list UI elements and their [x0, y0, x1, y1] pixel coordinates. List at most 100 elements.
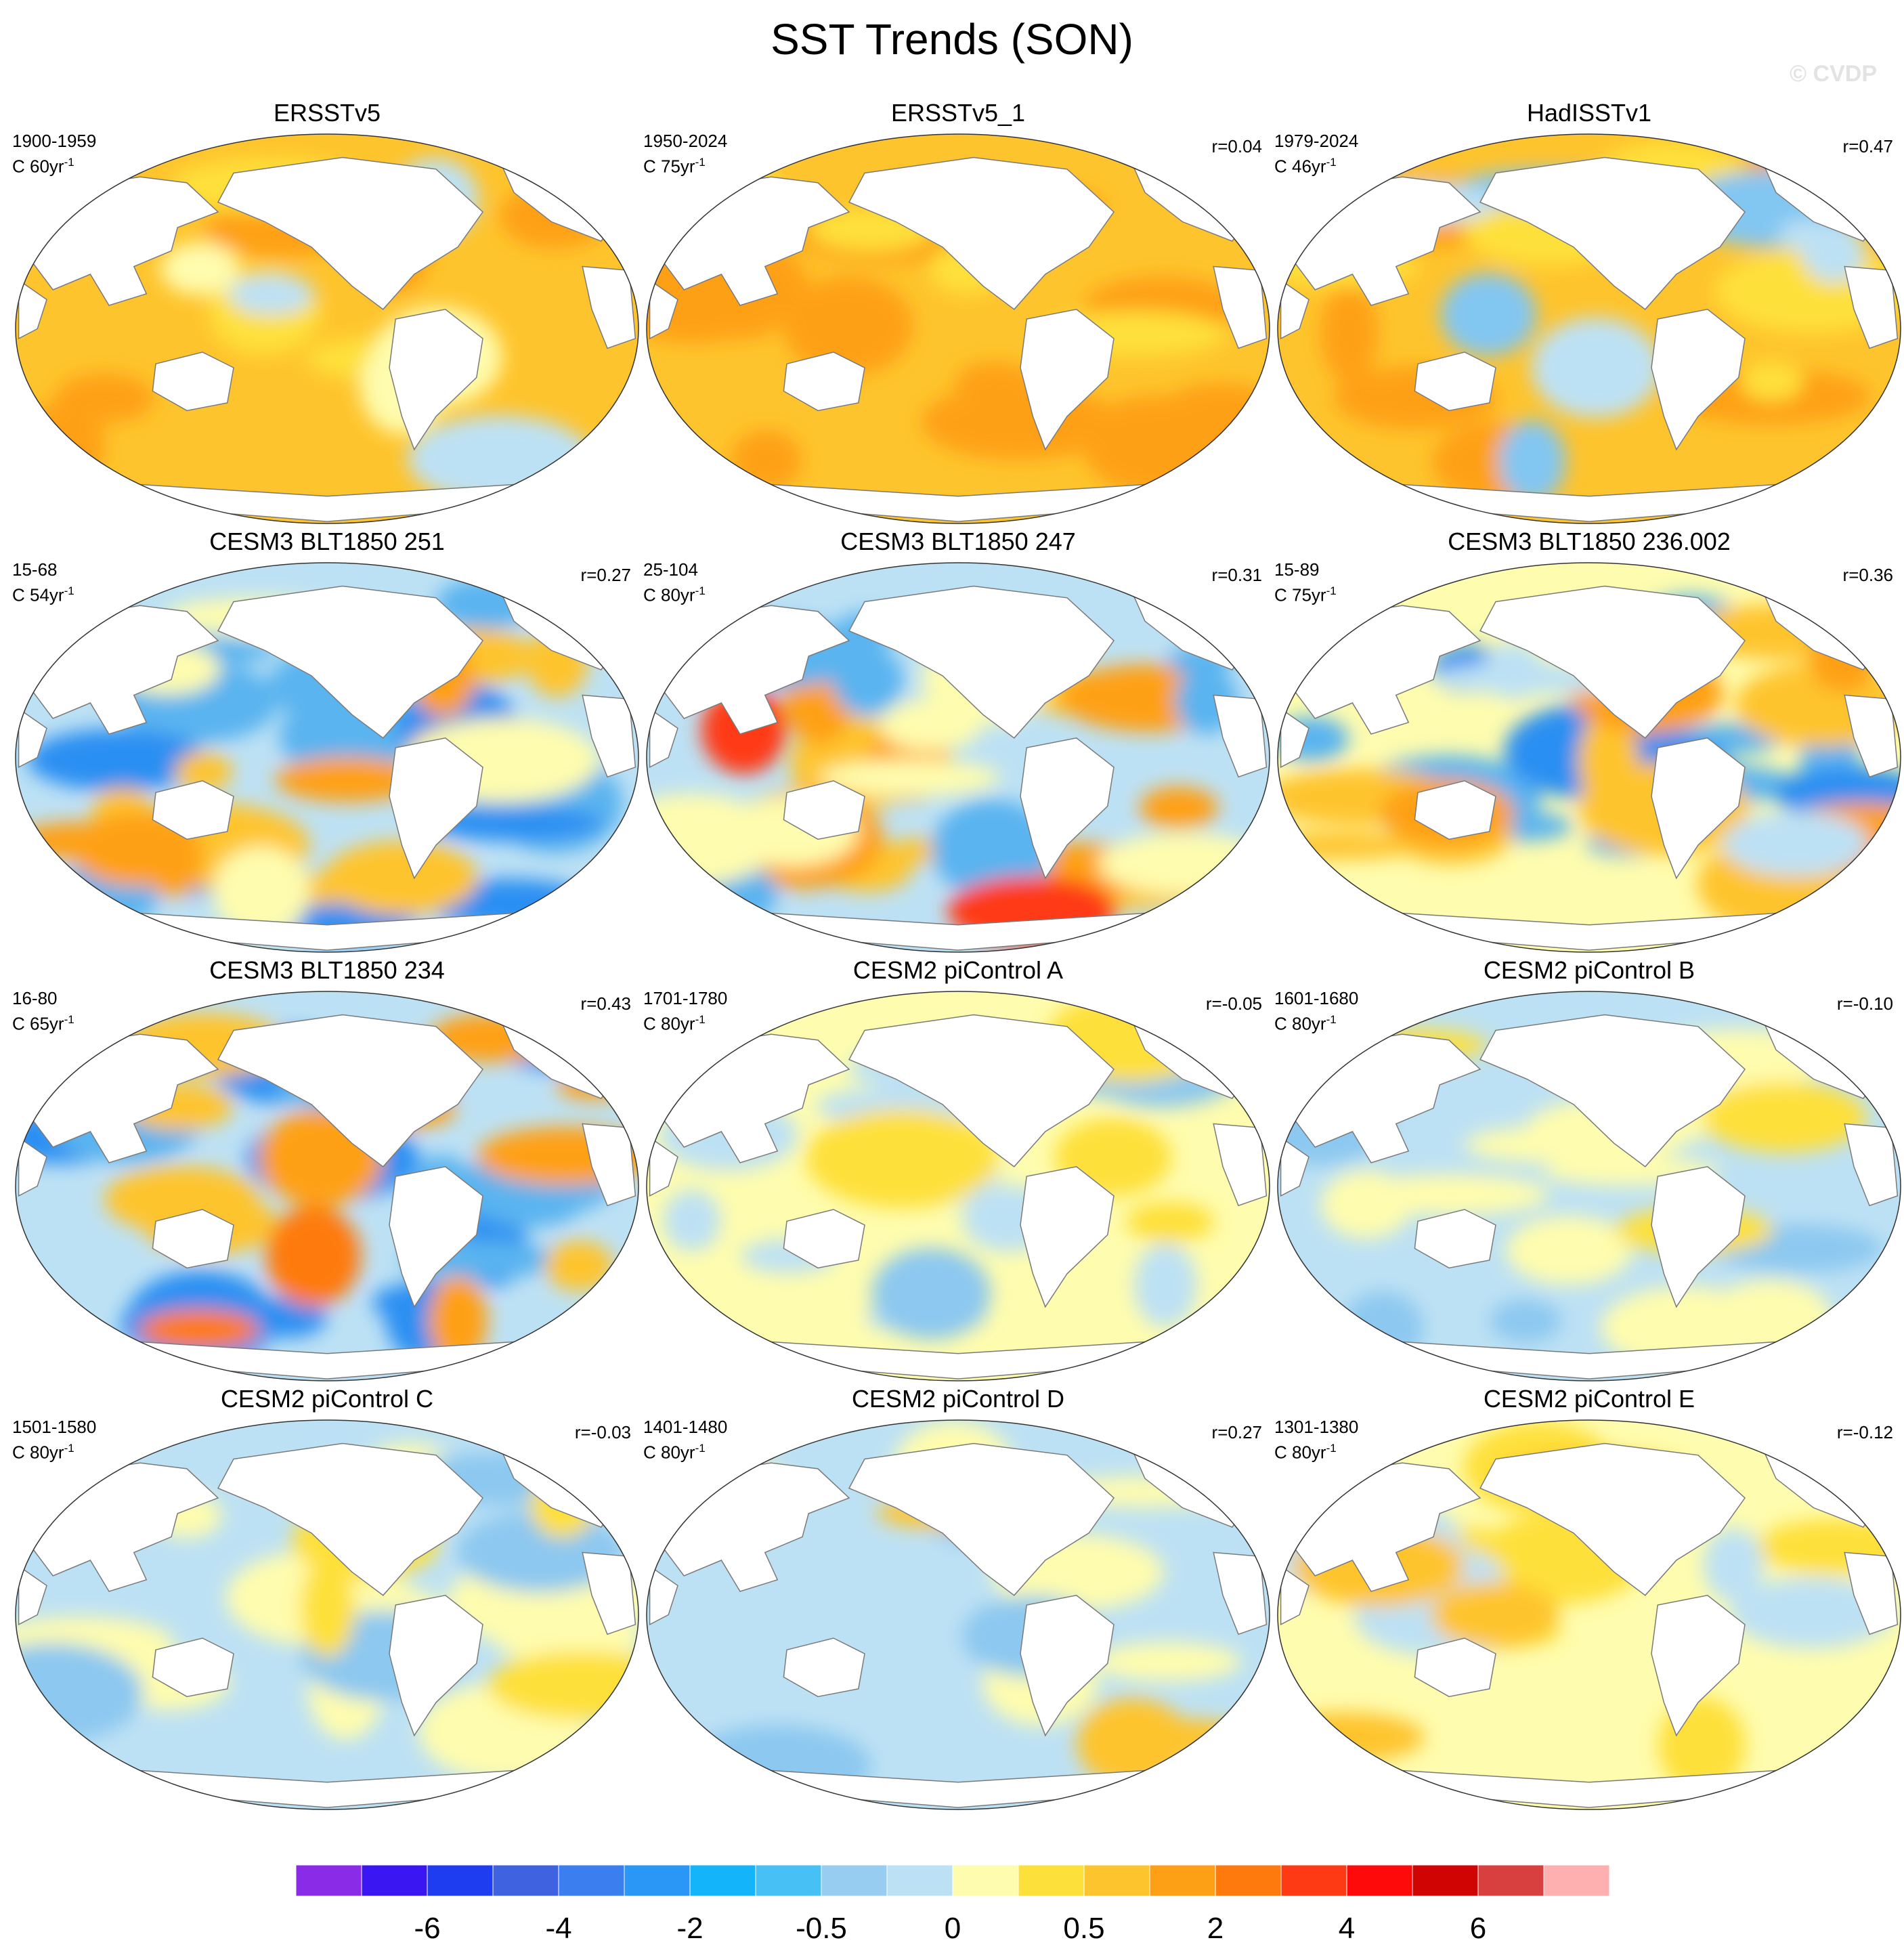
sst-anomaly-patch [1702, 1081, 1867, 1153]
panel-units: C 80yr-1 [12, 1438, 74, 1463]
panel-period: 16-80 [12, 988, 58, 1008]
colorbar-tick-label: 0 [944, 1912, 961, 1945]
panel-correlation: r=-0.05 [1205, 993, 1262, 1014]
panel-units-text: C 80yr [643, 1442, 695, 1463]
sst-anomaly-patch [300, 1559, 355, 1658]
panel-period: 15-68 [12, 559, 58, 580]
colorbar-tick-label: 4 [1338, 1912, 1356, 1945]
landmass-africa_w [1280, 1136, 1310, 1197]
sst-anomaly-patch [160, 242, 240, 295]
colorbar-box [1412, 1865, 1479, 1897]
landmass-namer [848, 156, 1115, 310]
landmass-africa_e [1213, 694, 1268, 778]
sst-anomaly-patch [1133, 1243, 1198, 1327]
landmass-aust [783, 351, 865, 412]
sst-anomaly-patch [783, 276, 913, 376]
panel-units-text: C 80yr [12, 1442, 64, 1463]
sst-field [1278, 563, 1901, 952]
panel-title: ERSSTv5 [273, 99, 381, 127]
panel-units-text: C 80yr [643, 1013, 695, 1034]
landmass-africa_e [1213, 1551, 1268, 1635]
map-svg [15, 1419, 639, 1810]
landmass-aust [783, 1637, 865, 1698]
panel-correlation: r=0.04 [1211, 136, 1262, 156]
colorbar-box [1543, 1865, 1609, 1897]
map-border [15, 133, 639, 524]
panel-title: ERSSTv5_1 [890, 99, 1026, 127]
sst-anomaly-patch [663, 1189, 721, 1251]
sst-field [647, 1420, 1270, 1809]
landmass-africa_e [582, 694, 636, 778]
landmass-namer [848, 1442, 1115, 1596]
sst-field [1278, 134, 1901, 523]
map-border [15, 991, 639, 1381]
colorbar-box [886, 1865, 953, 1897]
landmass-namer [217, 156, 483, 310]
landmass-aust [152, 1209, 234, 1269]
landmass-namer [848, 585, 1115, 739]
landmass-africa_w [18, 279, 47, 340]
map-svg [15, 562, 639, 953]
map-svg [646, 133, 1270, 524]
panel-units-text: C 65yr [12, 1013, 64, 1034]
map-border [15, 1419, 639, 1810]
sst-anomaly-patch [424, 805, 603, 842]
panel-units-exponent: -1 [695, 584, 706, 597]
colorbar-tick-label: 2 [1207, 1912, 1224, 1945]
panel-correlation: r=0.31 [1211, 565, 1262, 585]
panel-correlation: r=0.43 [580, 993, 631, 1014]
landmass-samer [389, 308, 483, 451]
panel-units: C 75yr-1 [1274, 581, 1337, 605]
landmass-namer [1479, 1014, 1746, 1167]
colorbar-box [361, 1865, 428, 1897]
landmass-africa_e [1844, 694, 1899, 778]
map-panel: CESM2 piControl E 1301-1380 C 80yr-1 r=-0.1… [1274, 1384, 1904, 1811]
panel-units: C 75yr-1 [643, 152, 706, 177]
map-border [646, 562, 1270, 953]
colorbar-box [296, 1865, 362, 1897]
panel-units-text: C 80yr [643, 584, 695, 605]
panel-correlation: r=0.47 [1842, 136, 1893, 156]
watermark: © CVDP [1790, 61, 1877, 87]
landmass-aust [1414, 1209, 1496, 1269]
sst-anomaly-patch [1098, 833, 1270, 895]
sst-anomaly-patch [1723, 811, 1869, 877]
map-border [646, 133, 1270, 524]
sst-anomaly-patch [428, 1276, 488, 1365]
panel-units-text: C 60yr [12, 156, 64, 177]
landmass-africa_e [582, 265, 636, 349]
landmass-samer [1651, 1165, 1746, 1308]
sst-field [647, 134, 1270, 523]
sst-field [1278, 991, 1901, 1381]
landmass-aust [783, 1209, 865, 1269]
sst-field [16, 991, 639, 1381]
map-svg [646, 1419, 1270, 1810]
sst-anomaly-patch [1320, 1170, 1412, 1239]
landmass-africa_e [582, 1123, 636, 1207]
panel-title: CESM3 BLT1850 251 [209, 528, 445, 555]
colorbar-box [1346, 1865, 1413, 1897]
panel-units-text: C 46yr [1274, 156, 1326, 177]
map-svg [1277, 562, 1901, 953]
panel-period: 25-104 [643, 559, 698, 580]
landmass-africa_e [1213, 265, 1268, 349]
landmass-africa_w [649, 279, 678, 340]
map-svg [1277, 133, 1901, 524]
panel-correlation: r=0.36 [1842, 565, 1893, 585]
landmass-samer [389, 737, 483, 880]
colorbar-box [558, 1865, 625, 1897]
colorbar-tick-label: -0.5 [796, 1912, 847, 1945]
sst-anomaly-patch [71, 812, 202, 887]
panel-title: HadISSTv1 [1526, 99, 1652, 127]
colorbar-box [689, 1865, 756, 1897]
sst-anomaly-patch [104, 1165, 259, 1234]
sst-field [16, 1420, 639, 1809]
landmass-namer [1479, 156, 1746, 310]
landmass-africa_e [582, 1551, 636, 1635]
panel-units-exponent: -1 [1326, 1013, 1337, 1026]
colorbar-box [1149, 1865, 1216, 1897]
panel-units-text: C 54yr [12, 584, 64, 605]
panel-units-exponent: -1 [64, 156, 74, 169]
colorbar-box [492, 1865, 559, 1897]
landmass-namer [1479, 585, 1746, 739]
